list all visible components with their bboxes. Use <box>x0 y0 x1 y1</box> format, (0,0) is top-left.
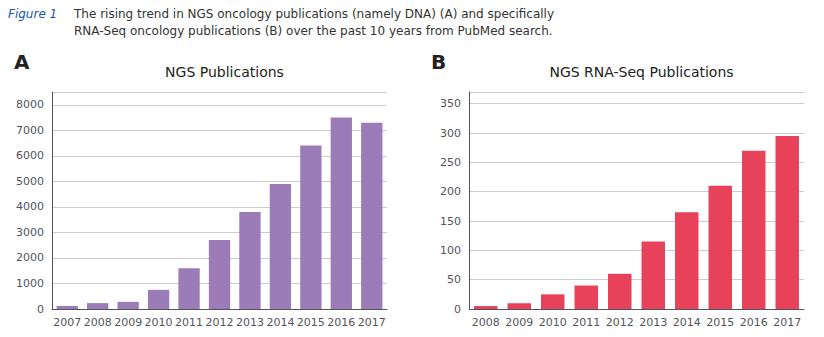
svg-text:8000: 8000 <box>16 98 44 111</box>
svg-text:50: 50 <box>447 273 461 286</box>
svg-text:2016: 2016 <box>740 316 768 329</box>
svg-text:A: A <box>14 50 30 74</box>
svg-text:2014: 2014 <box>673 316 701 329</box>
svg-text:2010: 2010 <box>539 316 567 329</box>
svg-text:2015: 2015 <box>706 316 734 329</box>
svg-text:NGS Publications: NGS Publications <box>165 64 284 80</box>
svg-text:2017: 2017 <box>773 316 801 329</box>
svg-text:2012: 2012 <box>606 316 634 329</box>
svg-text:Figure 1: Figure 1 <box>8 7 57 21</box>
svg-text:350: 350 <box>440 97 461 110</box>
svg-text:2014: 2014 <box>266 316 294 329</box>
svg-text:2015: 2015 <box>297 316 325 329</box>
svg-text:2013: 2013 <box>639 316 667 329</box>
svg-text:150: 150 <box>440 215 461 228</box>
svg-text:2011: 2011 <box>175 316 203 329</box>
svg-text:6000: 6000 <box>16 149 44 162</box>
svg-text:RNA-Seq oncology publications: RNA-Seq oncology publications (B) over t… <box>74 24 553 38</box>
svg-text:B: B <box>431 50 446 74</box>
svg-text:7000: 7000 <box>16 124 44 137</box>
svg-text:3000: 3000 <box>16 226 44 239</box>
svg-text:2000: 2000 <box>16 251 44 264</box>
svg-text:The rising trend in NGS oncolo: The rising trend in NGS oncology publica… <box>73 7 554 21</box>
svg-text:250: 250 <box>440 156 461 169</box>
svg-text:2008: 2008 <box>84 316 112 329</box>
svg-text:2010: 2010 <box>145 316 173 329</box>
svg-text:4000: 4000 <box>16 200 44 213</box>
svg-text:2012: 2012 <box>206 316 234 329</box>
svg-text:NGS RNA-Seq Publications: NGS RNA-Seq Publications <box>549 64 733 80</box>
svg-text:2009: 2009 <box>114 316 142 329</box>
svg-text:100: 100 <box>440 244 461 257</box>
svg-text:2013: 2013 <box>236 316 264 329</box>
svg-text:2016: 2016 <box>327 316 355 329</box>
svg-text:2011: 2011 <box>572 316 600 329</box>
svg-text:1000: 1000 <box>16 277 44 290</box>
svg-text:0: 0 <box>37 303 44 316</box>
svg-text:2017: 2017 <box>358 316 386 329</box>
svg-text:5000: 5000 <box>16 175 44 188</box>
svg-text:2009: 2009 <box>505 316 533 329</box>
svg-text:200: 200 <box>440 185 461 198</box>
svg-text:300: 300 <box>440 127 461 140</box>
svg-text:2007: 2007 <box>53 316 81 329</box>
svg-text:2008: 2008 <box>472 316 500 329</box>
svg-text:0: 0 <box>454 303 461 316</box>
